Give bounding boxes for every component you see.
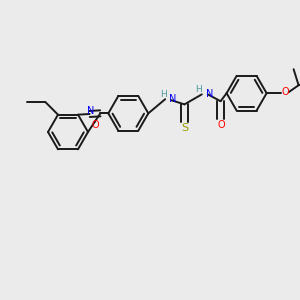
Text: N: N: [206, 89, 213, 99]
Text: O: O: [218, 120, 225, 130]
Text: O: O: [92, 120, 99, 130]
Text: N: N: [169, 94, 176, 104]
Text: N: N: [87, 106, 94, 116]
Text: H: H: [195, 85, 202, 94]
Text: H: H: [160, 90, 166, 99]
Text: S: S: [181, 123, 188, 134]
Text: O: O: [282, 87, 290, 97]
